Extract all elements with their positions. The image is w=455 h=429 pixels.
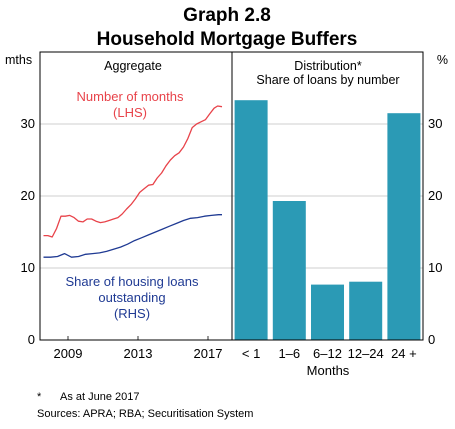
left-panel-title: Aggregate [104,59,162,73]
chart-subtitle: Household Mortgage Buffers [97,29,358,50]
bar-4 [387,113,421,340]
blue-series-label-0: Share of housing loans [66,274,199,289]
right-y-tick-0: 0 [428,332,435,347]
bar-category-1: 1–6 [278,346,300,361]
left-x-tick-0: 2009 [54,346,83,361]
blue-series-label-2: (RHS) [114,306,150,321]
right-axis-unit: % [437,53,448,67]
bar-category-3: 12–24 [348,346,384,361]
footnote-star: * [37,391,42,403]
left-y-tick-0: 0 [28,332,35,347]
line-series [43,105,223,258]
bar-x-axis-label: Months [307,363,350,378]
left-y-tick-2: 20 [21,188,35,203]
line-series-labels: Number of months(LHS) Share of housing lo… [66,89,199,321]
bar-series [234,100,421,340]
left-y-tick-labels: 0 10 20 30 [21,116,35,347]
bar-category-2: 6–12 [313,346,342,361]
footnote-as-at: As at June 2017 [60,391,140,403]
chart-title: Graph 2.8 [183,5,271,26]
red-series-label-0: Number of months [77,89,184,104]
right-y-tick-labels: 0 10 20 30 [428,116,442,347]
line-series-0 [43,105,223,238]
left-y-tick-3: 30 [21,116,35,131]
left-x-tick-2: 2017 [194,346,223,361]
bar-1 [272,201,306,340]
left-axis-unit: mths [5,53,32,67]
bar-2 [311,284,344,340]
right-panel-subtitle: Share of loans by number [256,73,399,87]
bar-category-4: 24 + [391,346,417,361]
line-series-1 [43,214,222,258]
bar-0 [234,100,268,340]
bar-category-0: < 1 [242,346,260,361]
left-x-tick-1: 2013 [124,346,153,361]
right-y-tick-1: 10 [428,260,442,275]
right-y-tick-3: 30 [428,116,442,131]
chart-frame [39,51,424,341]
red-series-label-1: (LHS) [113,105,147,120]
bar-3 [349,281,383,340]
bar-category-labels: < 1 1–6 6–12 12–24 24 + [242,346,417,361]
left-x-tick-labels: 2009 2013 2017 [54,336,223,361]
left-y-tick-1: 10 [21,260,35,275]
footnote-sources: Sources: APRA; RBA; Securitisation Syste… [37,408,253,420]
right-panel-title: Distribution* [294,59,362,73]
blue-series-label-1: outstanding [98,290,165,305]
right-y-tick-2: 20 [428,188,442,203]
